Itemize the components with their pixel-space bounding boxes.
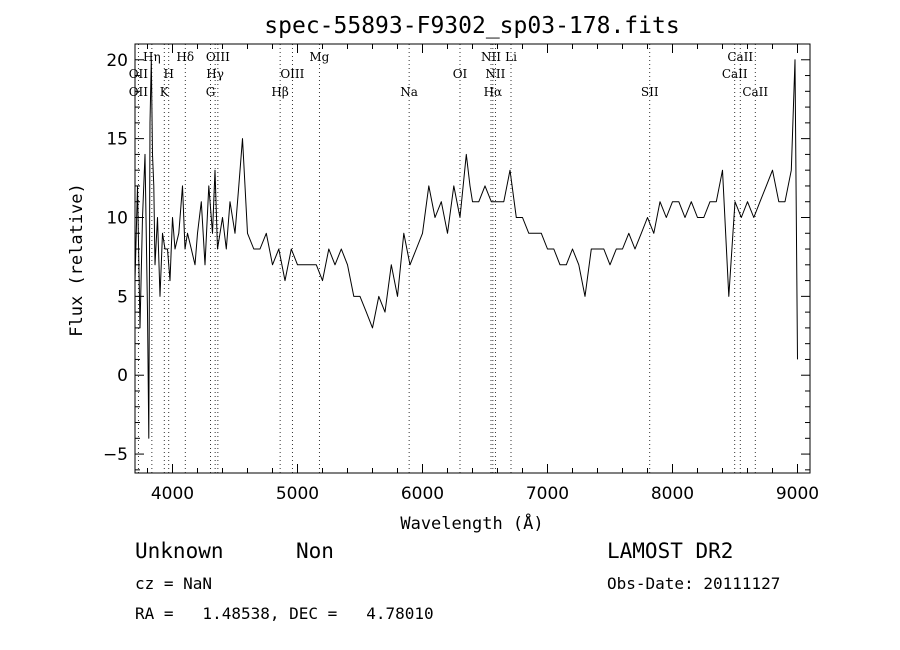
spectrum-series	[135, 59, 798, 439]
spectral-line-label: Hη	[143, 50, 161, 64]
spectral-line-label: CaII	[742, 85, 768, 99]
spectral-line-label: OII	[129, 67, 149, 81]
x-tick-label: 7000	[526, 484, 569, 504]
spectral-line-label: K	[160, 85, 170, 99]
coordinates: RA = 1.48538, DEC = 4.78010	[135, 604, 434, 623]
spectral-subclass: Non	[296, 539, 334, 563]
y-tick-label: 5	[117, 287, 128, 307]
spectral-line-label: OIII	[206, 50, 230, 64]
spectral-line-label: NII	[485, 67, 505, 81]
plot-frame	[134, 43, 811, 474]
spectral-line-label: CaII	[722, 67, 748, 81]
chart-title: spec-55893-F9302_sp03-178.fits	[264, 13, 679, 39]
y-tick-label: 0	[117, 366, 128, 386]
spectral-line-label: Hα	[484, 85, 503, 99]
obs-date: Obs-Date: 20111127	[607, 574, 781, 593]
spectral-line-label: OII	[129, 85, 149, 99]
spectrum-line-0	[135, 59, 798, 439]
redshift-text: cz = NaN	[135, 574, 213, 593]
y-tick-label: −5	[103, 445, 128, 465]
x-axis-label: Wavelength (Å)	[400, 512, 543, 534]
x-tick-label: 5000	[276, 484, 319, 504]
spectral-class: Unknown	[135, 539, 224, 563]
spectral-line-label: OI	[453, 67, 468, 81]
y-tick-label: 20	[106, 51, 128, 71]
spectral-line-label: Hδ	[176, 50, 194, 64]
x-tick-label: 8000	[651, 484, 694, 504]
axis-ticks	[135, 43, 810, 473]
y-tick-label: 15	[106, 130, 128, 150]
spectral-line-label: CaII	[727, 50, 753, 64]
x-tick-label: 4000	[151, 484, 194, 504]
spectral-line-label: Li	[505, 50, 517, 64]
spectral-line-label: G	[206, 85, 216, 99]
spectral-line-label: OIII	[280, 67, 304, 81]
spectral-line-label: Mg	[309, 50, 329, 64]
y-tick-label: 10	[106, 208, 128, 228]
spectral-line-label: H	[164, 67, 174, 81]
y-axis-label: Flux (relative)	[67, 183, 87, 337]
x-tick-label: 9000	[776, 484, 819, 504]
spectral-line-label: Na	[400, 85, 418, 99]
spectral-line-label: SII	[641, 85, 659, 99]
x-tick-label: 6000	[401, 484, 444, 504]
spectral-line-label: NII	[481, 50, 501, 64]
spectral-line-label: Hβ	[271, 85, 288, 99]
survey-name: LAMOST DR2	[607, 539, 734, 563]
spectral-line-label: Hγ	[206, 67, 224, 81]
spectral-line-markers	[137, 44, 756, 473]
tick-labels: 4000 5000 6000 7000 8000 9000 −5 0 5 10 15 20	[103, 51, 819, 504]
